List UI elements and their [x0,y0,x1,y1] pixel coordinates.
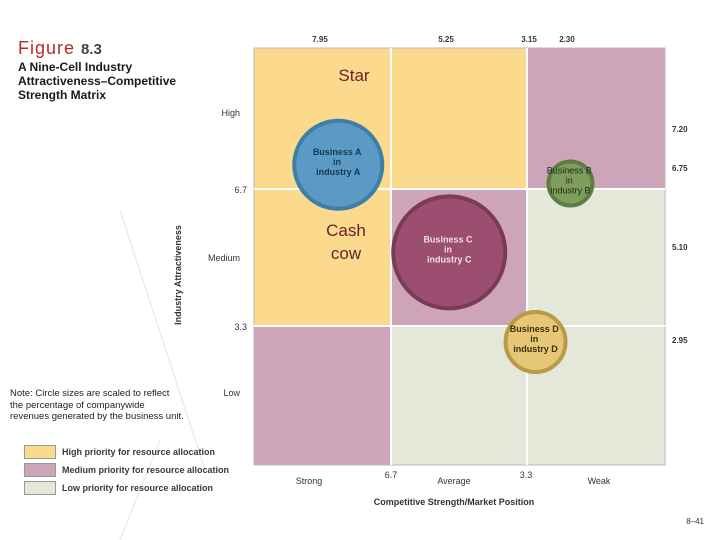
cell-medium-weak [527,189,665,326]
legend-label-low: Low priority for resource allocation [62,483,214,493]
right-tick-label: 6.75 [672,164,688,173]
page-number: 8–41 [686,517,704,526]
legend-item-medium: Medium priority for resource allocation [24,462,229,478]
y-divider-label: 6.7 [234,185,247,195]
legend: High priority for resource allocation Me… [24,444,229,498]
legend-swatch-medium [24,463,56,477]
star-annotation: Star [338,66,370,85]
legend-swatch-high [24,445,56,459]
business-b: Business B in industry B [546,159,595,208]
business-b-label-line: in [566,176,573,186]
business-d-circle [503,309,568,374]
scale-note: Note: Circle sizes are scaled to reflect… [10,388,184,422]
business-d: Business D in industry D [503,309,568,374]
svg-text:Business C in indu: Business C in industry C [423,234,475,264]
cell-medium-strong [254,189,391,326]
cash-annotation: Cash [326,221,366,240]
business-d-label-line: Business D [510,324,560,334]
right-tick-label: 2.95 [672,336,688,345]
y-divider-label: 3.3 [234,322,247,332]
x-category-strong: Strong [296,476,323,486]
right-tick-label: 5.10 [672,243,688,252]
business-a-label-line: in [333,157,341,167]
top-tick-label: 3.15 [521,35,537,44]
x-category-average: Average [437,476,470,486]
legend-label-high: High priority for resource allocation [62,447,216,457]
business-a-label-line: industry A [316,167,361,177]
legend-item-low: Low priority for resource allocation [24,480,229,496]
business-c-circle [391,194,508,311]
cell-high-average [391,48,527,189]
business-d-label-line: industry D [513,344,558,354]
business-c-label-line: Business C [423,234,473,244]
business-c: Business C in industry C [391,194,508,311]
figure-word: Figure [18,38,76,58]
cow-annotation: cow [331,244,362,263]
x-divider-label: 3.3 [520,470,533,480]
cell-low-average [391,326,527,465]
right-tick-label: 7.20 [672,125,688,134]
y-category-medium: Medium [208,253,240,263]
svg-text:Business D in indu: Business D in industry D [510,324,562,354]
business-a-label-line: Business A [313,147,362,157]
x-axis-title: Competitive Strength/Market Position [374,497,535,507]
figure-title: Figure 8.3 [18,38,102,59]
business-c-label-line: industry C [427,254,472,264]
legend-label-medium: Medium priority for resource allocation [62,465,230,475]
business-c-label-line: in [444,244,452,254]
business-b-label-line: industry B [550,186,590,196]
figure-number: 8.3 [81,41,102,58]
svg-text:Business B in indu: Business B in industry B [547,166,595,196]
matrix-cells [254,48,665,465]
business-b-circle [546,159,595,208]
top-tick-label: 2.30 [559,35,575,44]
figure-caption: A Nine-Cell Industry Attractiveness–Comp… [18,60,177,102]
x-category-weak: Weak [588,476,611,486]
legend-item-high: High priority for resource allocation [24,444,229,460]
business-d-label-line: in [530,334,538,344]
legend-swatch-low [24,481,56,495]
top-tick-label: 5.25 [438,35,454,44]
business-b-label-line: Business B [547,166,592,176]
cell-low-strong [254,326,391,465]
y-axis-title: Industry Attractiveness [173,225,183,325]
business-a: Business A in industry A [292,118,385,211]
top-tick-label: 7.95 [312,35,328,44]
y-category-low: Low [223,388,240,398]
x-divider-label: 6.7 [385,470,398,480]
svg-text:Business A in indu: Business A in industry A [313,147,364,177]
y-category-high: High [221,108,240,118]
matrix-border [253,47,666,466]
cell-high-weak [527,48,665,189]
business-a-circle [292,118,385,211]
